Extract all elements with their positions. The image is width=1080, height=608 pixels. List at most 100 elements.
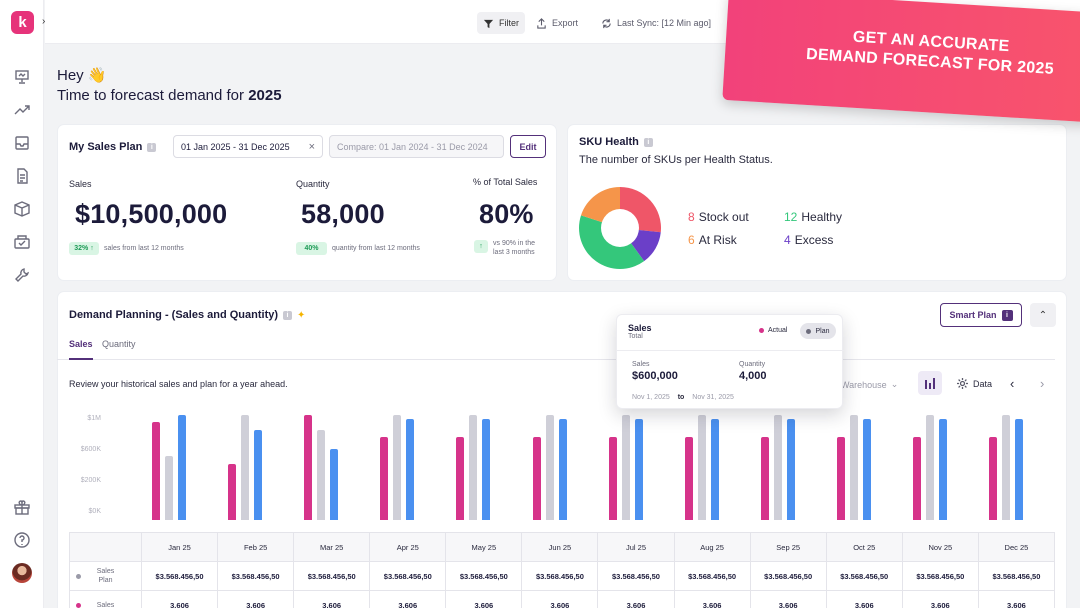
table-cell[interactable]: 3.606 (140, 590, 219, 608)
edit-button[interactable]: Edit (510, 135, 546, 158)
bar-feb-25-s2[interactable] (254, 430, 263, 520)
user-avatar[interactable] (12, 563, 32, 583)
legend-stock-out[interactable]: 8 Stock out (688, 210, 749, 224)
date-range-picker[interactable]: 01 Jan 2025 - 31 Dec 2025 × (173, 135, 323, 158)
table-cell[interactable]: $3.568.456,50 (977, 561, 1056, 591)
bar-jan-25-s2[interactable] (178, 415, 186, 520)
legend-excess[interactable]: 4 Excess (784, 233, 833, 247)
bar-feb-25-s0[interactable] (228, 464, 237, 520)
legend-at-risk[interactable]: 6 At Risk (688, 233, 737, 247)
bar-may-25-s1[interactable] (469, 415, 478, 520)
bar-sep-25-s0[interactable] (760, 436, 769, 520)
bar-mar-25-s2[interactable] (330, 449, 339, 520)
bar-mar-25-s0[interactable] (304, 415, 313, 520)
table-cell[interactable]: $3.568.456,50 (521, 561, 599, 591)
table-cell[interactable]: 3.606 (369, 590, 447, 608)
help-icon[interactable] (13, 531, 31, 549)
document-icon[interactable] (13, 167, 31, 185)
bar-apr-25-s0[interactable] (380, 436, 389, 520)
table-cell[interactable]: 3.606 (521, 590, 599, 608)
bar-jun-25-s0[interactable] (532, 436, 541, 520)
bar-dec-25-s2[interactable] (1015, 419, 1024, 520)
bar-nov-25-s0[interactable] (913, 436, 921, 520)
table-cell[interactable]: $3.568.456,50 (673, 561, 751, 591)
export-button[interactable]: Export (530, 12, 584, 34)
bar-apr-25-s2[interactable] (406, 419, 415, 520)
bar-jan-25-s1[interactable] (165, 455, 173, 520)
wrench-icon[interactable] (13, 266, 31, 284)
table-cell[interactable]: 3.606 (597, 590, 675, 608)
smart-plan-button[interactable]: Smart Plan i (940, 303, 1022, 327)
table-cell[interactable]: $3.568.456,50 (901, 561, 979, 591)
bar-chart-toggle[interactable] (918, 371, 942, 395)
table-cell[interactable]: $3.568.456,50 (369, 561, 447, 591)
bar-jul-25-s2[interactable] (634, 419, 643, 520)
bar-sep-25-s2[interactable] (786, 419, 795, 520)
trending-up-icon[interactable] (13, 101, 31, 119)
legend-actual[interactable]: Actual (759, 327, 787, 334)
app-logo[interactable]: k (11, 11, 34, 34)
table-cell[interactable]: 3.606 (293, 590, 371, 608)
bar-jun-25-s1[interactable] (545, 415, 554, 520)
sync-button[interactable]: Last Sync: [12 Min ago] (595, 12, 717, 34)
table-cell[interactable]: $3.568.456,50 (597, 561, 675, 591)
table-cell[interactable]: 3.606 (217, 590, 295, 608)
legend-plan[interactable]: Plan (800, 323, 836, 339)
info-icon[interactable]: i (283, 310, 293, 320)
column-header: May 25 (445, 532, 523, 562)
bar-may-25-s2[interactable] (482, 419, 491, 520)
tab-quantity[interactable]: Quantity (102, 339, 136, 349)
table-header-row: Jan 25 Feb 25 Mar 25 Apr 25 May 25 Jun 25 Jul … (69, 532, 1056, 562)
table-cell[interactable]: 3.606 (749, 590, 827, 608)
bar-oct-25-s2[interactable] (862, 419, 871, 520)
bar-oct-25-s1[interactable] (849, 415, 858, 520)
box-icon[interactable] (13, 200, 31, 218)
clear-icon[interactable]: × (308, 140, 315, 153)
chevron-right-icon[interactable]: › (1040, 376, 1045, 391)
bar-dec-25-s1[interactable] (1002, 415, 1011, 520)
table-cell[interactable]: $3.568.456,50 (749, 561, 827, 591)
tab-sales[interactable]: Sales (69, 339, 93, 360)
table-cell[interactable]: 3.606 (445, 590, 523, 608)
table-cell[interactable]: 3.606 (825, 590, 903, 608)
bar-mar-25-s1[interactable] (317, 430, 326, 520)
bar-nov-25-s1[interactable] (926, 415, 934, 520)
bar-aug-25-s2[interactable] (710, 419, 719, 520)
presentation-icon[interactable] (13, 68, 31, 86)
bar-oct-25-s0[interactable] (836, 436, 845, 520)
bar-jul-25-s1[interactable] (621, 415, 630, 520)
bar-sep-25-s1[interactable] (773, 415, 782, 520)
bar-aug-25-s1[interactable] (697, 415, 706, 520)
chevron-right-icon[interactable]: › (42, 16, 46, 27)
bar-jul-25-s0[interactable] (608, 436, 617, 520)
data-settings-button[interactable]: Data (956, 377, 992, 390)
info-icon[interactable]: i (147, 142, 157, 152)
table-cell[interactable]: $3.568.456,50 (217, 561, 295, 591)
table-cell[interactable]: 3.606 (901, 590, 979, 608)
filter-button[interactable]: Filter (477, 12, 525, 34)
table-cell[interactable]: $3.568.456,50 (293, 561, 371, 591)
table-cell[interactable]: $3.568.456,50 (825, 561, 903, 591)
gift-icon[interactable] (13, 498, 31, 516)
bar-feb-25-s1[interactable] (241, 415, 250, 520)
compare-range-picker[interactable]: Compare: 01 Jan 2024 - 31 Dec 2024 (329, 135, 504, 158)
info-icon[interactable]: i (643, 137, 653, 147)
table-cell[interactable]: 3.606 (977, 590, 1056, 608)
package-check-icon[interactable] (13, 233, 31, 251)
bar-apr-25-s1[interactable] (393, 415, 402, 520)
bar-dec-25-s0[interactable] (989, 436, 998, 520)
bar-aug-25-s0[interactable] (684, 436, 693, 520)
warehouse-select[interactable]: Warehouse ⌄ (841, 379, 898, 390)
bar-may-25-s0[interactable] (456, 436, 465, 520)
bar-nov-25-s2[interactable] (939, 419, 947, 520)
inbox-icon[interactable] (13, 134, 31, 152)
chevron-up-icon[interactable]: ⌃ (1030, 303, 1056, 327)
bar-jun-25-s2[interactable] (558, 419, 567, 520)
bar-jan-25-s0[interactable] (152, 421, 160, 520)
table-cell[interactable]: $3.568.456,50 (445, 561, 523, 591)
table-cell[interactable]: $3.568.456,50 (140, 561, 219, 591)
legend-healthy[interactable]: 12 Healthy (784, 210, 842, 224)
arrow-up-icon: ↑ (479, 243, 483, 250)
chevron-left-icon[interactable]: ‹ (1010, 376, 1015, 391)
table-cell[interactable]: 3.606 (673, 590, 751, 608)
